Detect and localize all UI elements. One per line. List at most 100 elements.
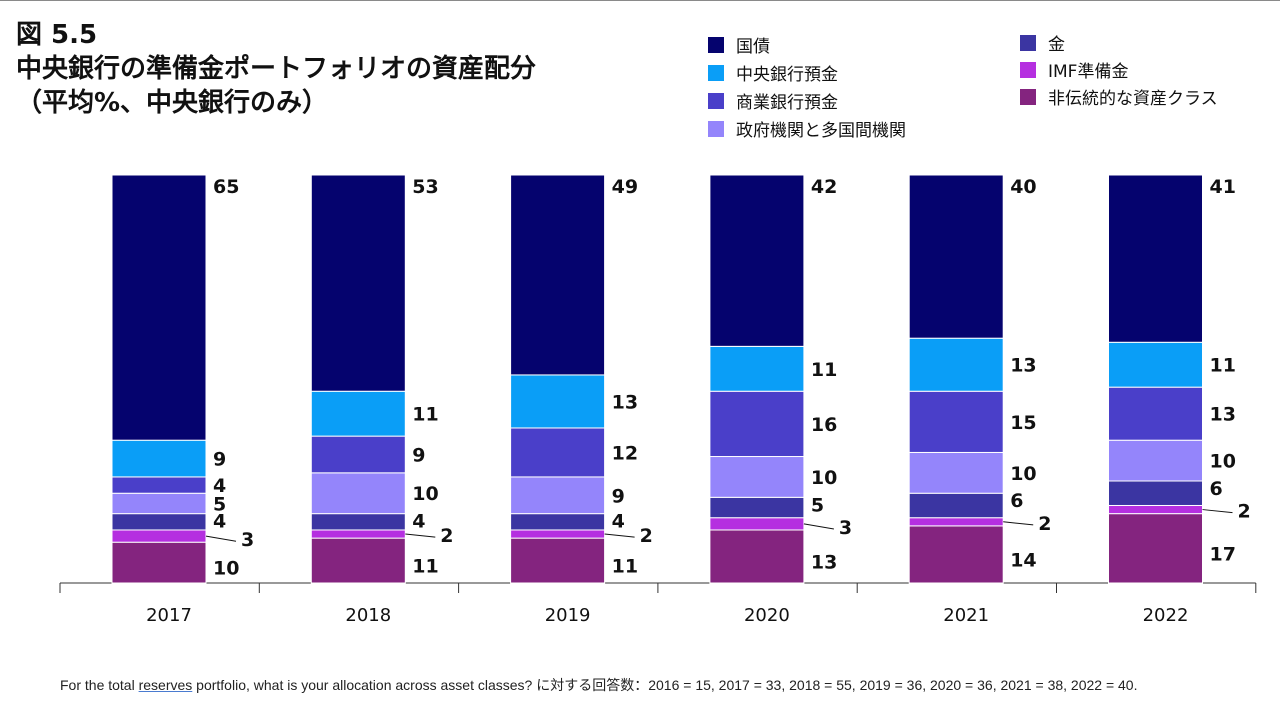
leader-line [604, 533, 635, 538]
data-label: 16 [811, 414, 837, 436]
stacked-bar-chart: 1034549652017112410911532018112491213492… [59, 174, 1257, 626]
figure-label: 図 5.5 [16, 20, 98, 50]
data-label: 42 [811, 176, 837, 198]
leader-line [205, 535, 237, 542]
bar-segment [111, 513, 207, 531]
bar-segment [510, 476, 606, 515]
data-label: 11 [612, 556, 638, 578]
legend-swatch [708, 92, 724, 109]
bar-segment [908, 451, 1004, 494]
data-label: 11 [811, 359, 837, 381]
data-label: 13 [1010, 355, 1036, 377]
bar-segment [310, 390, 406, 437]
legend-item: 商業銀行預金 [708, 88, 838, 113]
legend-item: 国債 [708, 32, 770, 57]
data-label: 53 [412, 176, 438, 198]
data-label: 9 [612, 485, 625, 507]
bar-segment [908, 174, 1004, 339]
top-rule [0, 0, 1280, 1]
bar-segment [111, 476, 207, 494]
bar-segment [1108, 341, 1203, 388]
bar-segment [111, 541, 207, 584]
bar-segment [709, 496, 805, 519]
bar-segment [908, 337, 1004, 392]
data-label: 10 [213, 558, 239, 580]
legend-item: 政府機関と多国間機関 [708, 116, 906, 141]
legend-label: IMF準備金 [1048, 62, 1129, 82]
x-tick-label: 2022 [1143, 605, 1189, 626]
footnote: For the total reserves portfolio, what i… [60, 676, 1240, 694]
data-label: 6 [1010, 490, 1023, 512]
bar-segment [1108, 439, 1203, 482]
bar-segment [908, 390, 1004, 453]
data-label: 17 [1210, 543, 1236, 565]
data-label: 11 [412, 556, 438, 578]
legend-label: 非伝統的な資産クラス [1048, 89, 1218, 109]
data-label: 11 [412, 404, 438, 426]
data-label: 9 [412, 444, 425, 466]
bar-segment [111, 174, 207, 441]
legend-swatch [708, 120, 724, 137]
leader-line [1003, 521, 1034, 526]
bar-segment [709, 517, 805, 531]
legend-item: IMF準備金 [1020, 57, 1128, 82]
footnote-post: portfolio, what is your allocation acros… [192, 677, 1138, 693]
legend-item: 中央銀行預金 [708, 60, 838, 85]
title-line-1: 中央銀行の準備金ポートフォリオの資産配分 [16, 54, 537, 84]
data-label: 9 [213, 449, 226, 471]
bar-segment [709, 390, 805, 458]
x-tick-label: 2019 [545, 605, 591, 626]
bar-segment [709, 529, 805, 584]
x-tick-label: 2021 [943, 605, 989, 626]
bar-segment [510, 174, 606, 376]
bar-segment [1108, 513, 1203, 584]
legend-swatch [1020, 88, 1036, 105]
x-tick-label: 2017 [146, 605, 192, 626]
bar-segment [510, 427, 606, 478]
footnote-pre: For the total [60, 677, 139, 693]
data-label: 5 [213, 493, 226, 515]
data-label: 10 [412, 483, 438, 505]
bar-segment [510, 537, 606, 584]
bar-segment [510, 529, 606, 539]
data-label: 3 [241, 529, 254, 551]
bar-segment [310, 529, 406, 539]
data-label: 13 [1210, 404, 1236, 426]
legend-swatch [708, 64, 724, 81]
bar-segment [908, 525, 1004, 584]
data-label: 2 [640, 525, 653, 547]
data-label: 5 [811, 494, 824, 516]
legend-label: 商業銀行預金 [736, 93, 838, 113]
legend-label: 国債 [736, 37, 770, 57]
chart-title: 図 5.5 中央銀行の準備金ポートフォリオの資産配分 （平均%、中央銀行のみ） [16, 18, 536, 120]
bar-segment [1108, 480, 1203, 506]
bar-segment [1108, 504, 1203, 515]
data-label: 14 [1010, 549, 1036, 571]
data-label: 15 [1010, 412, 1036, 434]
data-label: 65 [213, 176, 239, 198]
bar-segment [709, 345, 805, 392]
legend-swatch [708, 36, 724, 53]
legend-item: 金 [1020, 30, 1065, 55]
leader-line [405, 533, 436, 538]
legend-label: 政府機関と多国間機関 [736, 121, 906, 141]
data-label: 2 [440, 525, 453, 547]
bar-segment [310, 537, 406, 584]
bar-segment [510, 513, 606, 531]
bar-segment [111, 492, 207, 515]
data-label: 12 [612, 442, 638, 464]
data-label: 3 [839, 517, 852, 539]
data-label: 4 [213, 475, 226, 497]
data-label: 10 [1010, 463, 1036, 485]
bar-segment [310, 472, 406, 515]
bar-segment [1108, 386, 1203, 441]
footnote-underlined: reserves [138, 677, 193, 693]
data-label: 2 [1038, 513, 1051, 535]
title-line-2: （平均%、中央銀行のみ） [16, 88, 329, 118]
data-label: 2 [1238, 501, 1251, 523]
bar-segment [111, 439, 207, 478]
bar-segment [1108, 174, 1203, 343]
legend-item: 非伝統的な資産クラス [1020, 84, 1218, 109]
legend-swatch [1020, 61, 1036, 78]
data-label: 10 [1210, 451, 1236, 473]
